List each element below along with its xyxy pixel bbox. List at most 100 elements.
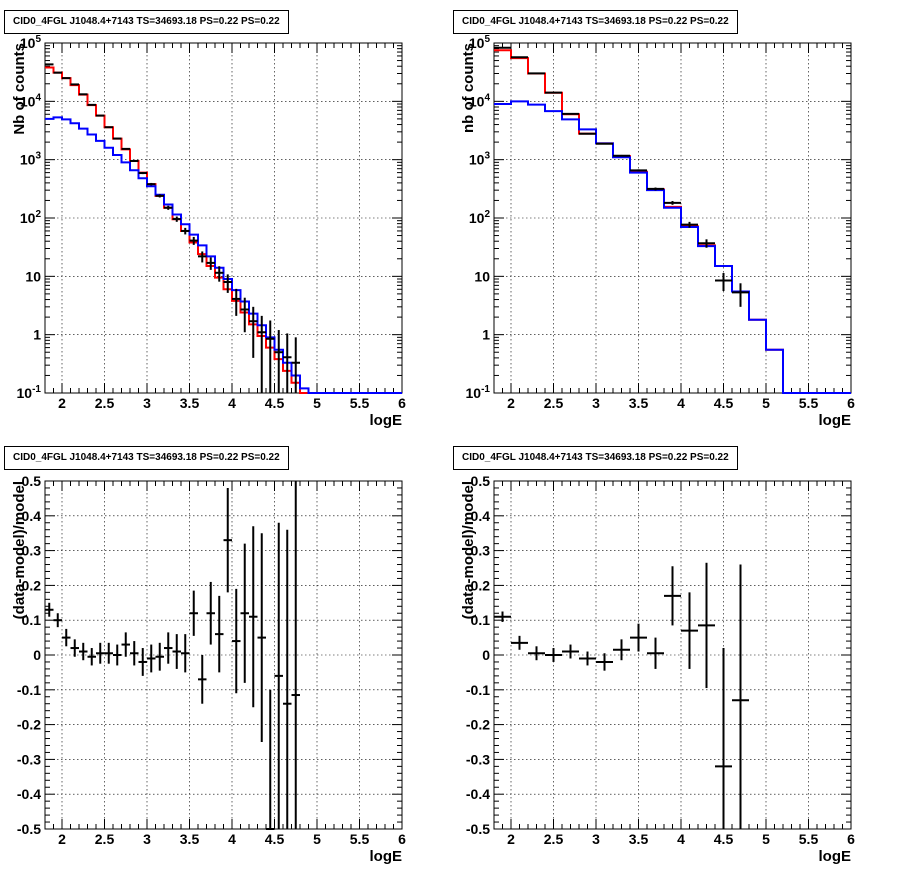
y-tick-label: 10-1 [17, 384, 42, 401]
x-tick-label: 2 [507, 395, 515, 411]
x-tick-label: 6 [847, 395, 855, 411]
y-tick-label: 0.5 [471, 473, 491, 489]
x-tick-label: 5 [313, 831, 321, 847]
data-point [189, 236, 198, 245]
data-point [596, 653, 613, 671]
y-tick-label: -0.2 [17, 717, 41, 733]
data-point [164, 205, 173, 210]
y-tick-label: 102 [469, 209, 491, 226]
y-tick-label: -0.1 [17, 682, 41, 698]
y-tick-label: 1 [33, 327, 41, 343]
residuals-chart-coarse-binning: 2 2.5 3 3.5 4 4.5 5 5.5 6 -0.5 -0.4 -0.3 -0.2 -0.1 0 0.… [460, 473, 855, 865]
y-axis-title: (data-model)/model [11, 481, 28, 619]
chart-title: CID0_4FGL J1048.4+7143 TS=34693.18 PS=0.… [453, 10, 738, 34]
data-point [291, 337, 300, 393]
data-point [104, 126, 113, 129]
y-tick-label: 10 [474, 268, 490, 284]
data-point [87, 648, 96, 666]
grid [494, 42, 852, 394]
data-point [732, 564, 749, 829]
data-point [181, 634, 190, 673]
data-point [223, 487, 232, 593]
y-tick-label: -0.5 [466, 821, 490, 837]
blue-model-step-line [494, 100, 851, 394]
data-point [681, 592, 698, 669]
y-tick-label: -0.2 [466, 717, 490, 733]
red-model-step-line [494, 49, 851, 394]
y-axis-title: Nb of counts [11, 43, 28, 135]
data-point [283, 529, 292, 829]
data-point [53, 613, 62, 628]
data-point [130, 159, 139, 162]
data-point [181, 227, 190, 235]
data-point [121, 147, 130, 150]
data-point [232, 588, 241, 694]
x-axis-title: logE [819, 848, 852, 865]
x-axis-title: logE [370, 848, 403, 865]
data-point [172, 634, 181, 669]
x-tick-label: 4.5 [714, 395, 734, 411]
data-point [121, 632, 130, 657]
data-point [511, 635, 528, 650]
y-tick-label: -0.4 [17, 786, 41, 802]
data-point [198, 251, 207, 263]
data-point [596, 142, 613, 145]
x-axis-title: logE [370, 412, 403, 429]
data-point [215, 266, 224, 282]
x-tick-label: 3 [143, 395, 151, 411]
data-point [562, 644, 579, 659]
pad-top-right: CID0_4FGL J1048.4+7143 TS=34693.18 PS=0.… [449, 0, 898, 437]
y-tick-label: 0 [33, 647, 41, 663]
plot-area [494, 46, 851, 394]
data-point [274, 330, 283, 393]
x-tick-label: 3.5 [629, 831, 649, 847]
data-point [266, 320, 275, 393]
data-point [104, 642, 113, 664]
data-point [698, 239, 715, 248]
data-point [257, 315, 266, 393]
data-point [664, 566, 681, 626]
x-tick-label: 3.5 [629, 395, 649, 411]
data-point [562, 112, 579, 115]
y-tick-label: 103 [469, 151, 491, 168]
data-point [528, 646, 545, 661]
y-tick-label: 0.4 [22, 508, 42, 524]
data-point [147, 182, 156, 186]
data-point [630, 623, 647, 652]
y-tick-label: -0.5 [17, 821, 41, 837]
data-point [232, 288, 241, 316]
x-tick-label: 5.5 [799, 831, 819, 847]
plot-frame [44, 480, 403, 830]
residuals-chart-full-binning: 2 2.5 3 3.5 4 4.5 5 5.5 6 -0.5 -0.4 -0.3 -0.2 -0.1 0 0.… [11, 473, 406, 865]
data-point [155, 194, 164, 198]
data-point [257, 533, 266, 742]
data-point [613, 154, 630, 157]
x-tick-label: 2 [58, 395, 66, 411]
plot-area [494, 562, 749, 829]
y-tick-label: -0.1 [466, 682, 490, 698]
data-point [96, 114, 105, 117]
y-tick-label: -0.4 [466, 786, 490, 802]
x-tick-label: 4.5 [265, 831, 285, 847]
x-tick-label: 2.5 [544, 831, 564, 847]
data-point [138, 648, 147, 676]
chart-title: CID0_4FGL J1048.4+7143 TS=34693.18 PS=0.… [4, 10, 289, 34]
data-point [647, 637, 664, 669]
data-point [172, 216, 181, 222]
data-point [147, 644, 156, 673]
grid [45, 42, 403, 394]
x-tick-label: 5.5 [799, 395, 819, 411]
data-point [283, 333, 292, 393]
data-point [164, 632, 173, 664]
y-tick-label: 0 [482, 647, 490, 663]
x-tick-label: 3 [143, 831, 151, 847]
data-point [113, 137, 122, 140]
plot-area [45, 63, 402, 394]
data-point [732, 283, 749, 307]
plot-frame [44, 42, 403, 394]
y-tick-label: -0.3 [466, 751, 490, 767]
data-point [249, 526, 258, 708]
x-tick-label: 4 [677, 395, 685, 411]
data-point [130, 641, 139, 666]
x-tick-label: 4.5 [714, 831, 734, 847]
